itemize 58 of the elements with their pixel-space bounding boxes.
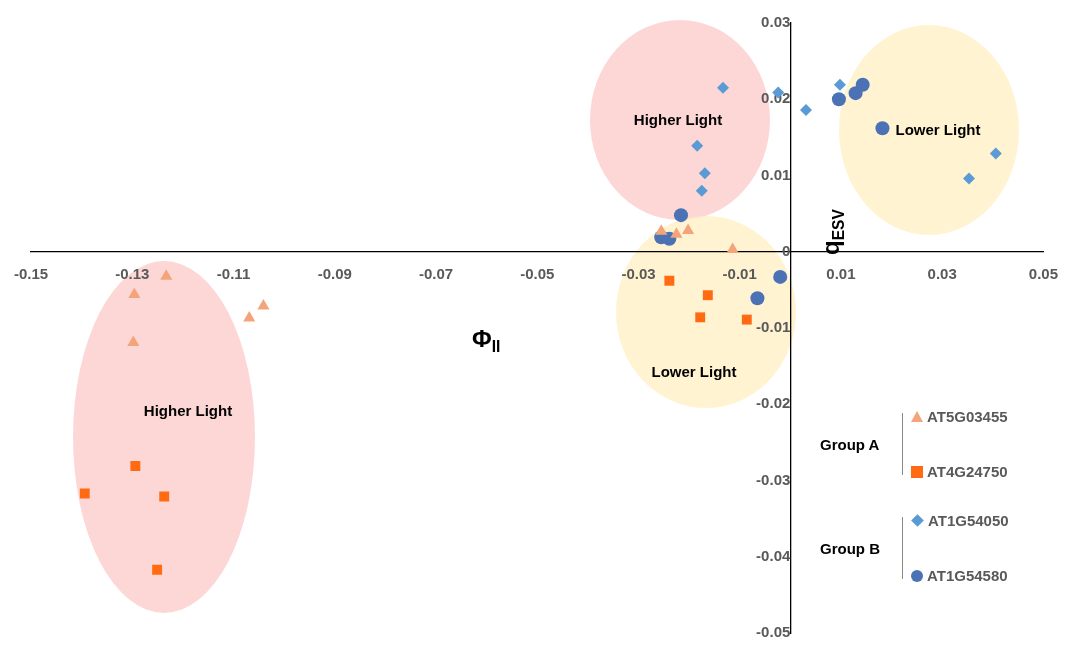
x-tick-label: 0.03 bbox=[927, 264, 957, 282]
point bbox=[702, 290, 713, 301]
x-tick-label: -0.13 bbox=[115, 264, 150, 282]
point bbox=[831, 92, 846, 107]
point bbox=[160, 269, 173, 280]
y-tick-label: -0.05 bbox=[756, 623, 791, 641]
annotation: Group B bbox=[820, 539, 881, 557]
point bbox=[152, 564, 163, 575]
point bbox=[875, 121, 890, 136]
x-tick-label: 0.05 bbox=[1028, 264, 1058, 282]
x-tick-label: -0.15 bbox=[13, 264, 49, 282]
point bbox=[717, 81, 730, 94]
y-tick-label: 0.01 bbox=[761, 165, 791, 183]
point bbox=[243, 311, 256, 322]
annotation: Lower Light bbox=[650, 362, 738, 382]
point bbox=[674, 208, 688, 223]
point bbox=[128, 287, 141, 298]
point bbox=[655, 224, 668, 235]
point bbox=[800, 103, 813, 116]
point bbox=[695, 184, 708, 197]
point bbox=[127, 335, 140, 346]
point bbox=[159, 491, 170, 502]
y-tick-label: -0.01 bbox=[756, 318, 791, 336]
point bbox=[963, 172, 975, 185]
point bbox=[257, 298, 270, 310]
x-tick-label: 0.01 bbox=[826, 264, 856, 282]
legend-label: AT1G54050 bbox=[928, 512, 1009, 529]
point bbox=[698, 167, 711, 180]
x-tick-label: -0.01 bbox=[722, 264, 757, 282]
annotation: Higher Light bbox=[632, 110, 724, 130]
x-tick-label: -0.07 bbox=[418, 264, 454, 282]
point bbox=[833, 78, 846, 91]
point bbox=[989, 147, 1002, 160]
y-tick-label: -0.02 bbox=[756, 394, 791, 412]
legend-label: AT5G03455 bbox=[927, 408, 1008, 425]
annotation: Higher Light bbox=[142, 401, 234, 421]
point bbox=[741, 314, 752, 325]
point bbox=[670, 227, 683, 238]
point bbox=[726, 242, 739, 253]
x-tick-label: -0.11 bbox=[216, 264, 251, 282]
point bbox=[130, 461, 141, 471]
point bbox=[750, 291, 765, 306]
point bbox=[79, 488, 90, 499]
point bbox=[695, 312, 706, 323]
x-tick-label: -0.05 bbox=[520, 264, 555, 282]
point bbox=[682, 223, 695, 234]
y-tick-label: -0.03 bbox=[756, 470, 791, 488]
y-tick-label: 0.03 bbox=[761, 13, 791, 31]
annotation: Lower Light bbox=[894, 120, 982, 140]
point bbox=[773, 269, 788, 284]
legend-label: AT1G54580 bbox=[927, 567, 1008, 584]
legend-label: AT4G24750 bbox=[927, 463, 1008, 480]
point bbox=[691, 139, 704, 152]
annotation: Group A bbox=[820, 435, 881, 453]
point bbox=[855, 77, 870, 92]
x-tick-label: -0.09 bbox=[317, 264, 352, 282]
x-tick-label: -0.03 bbox=[621, 264, 656, 282]
point bbox=[664, 275, 675, 286]
